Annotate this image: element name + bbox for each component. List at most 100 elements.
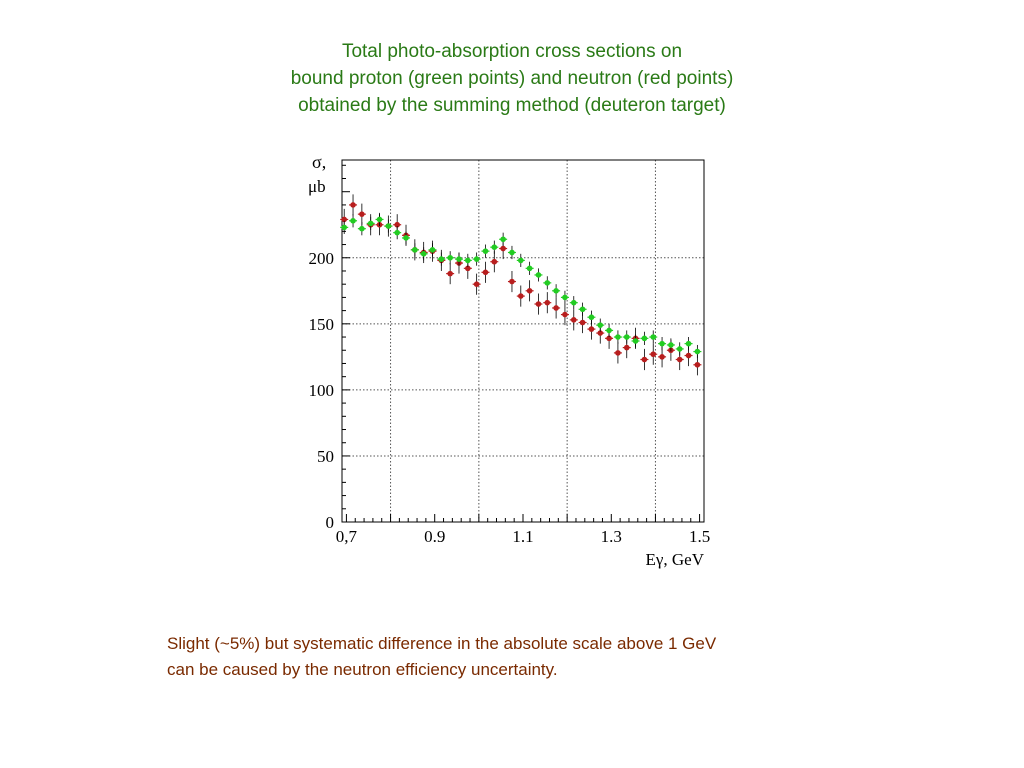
- x-tick-label: 1.3: [601, 527, 622, 546]
- proton-point: [491, 244, 498, 250]
- proton-point: [482, 248, 489, 254]
- neutron-point: [359, 211, 365, 217]
- neutron-point: [544, 299, 551, 306]
- neutron-point: [588, 326, 595, 332]
- proton-point: [438, 256, 445, 262]
- proton-point: [509, 249, 515, 256]
- neutron-point: [694, 361, 701, 368]
- proton-point: [615, 334, 621, 340]
- proton-point: [562, 294, 568, 301]
- neutron-point: [570, 317, 577, 323]
- x-tick-label: 1.1: [512, 527, 533, 546]
- neutron-point: [685, 352, 692, 359]
- neutron-point: [650, 351, 657, 358]
- neutron-point: [606, 335, 612, 342]
- proton-point: [570, 299, 577, 306]
- proton-point: [420, 251, 427, 257]
- proton-point: [385, 223, 392, 229]
- proton-point: [350, 217, 356, 224]
- y-tick-label: 50: [317, 447, 334, 466]
- neutron-point: [623, 344, 630, 351]
- neutron-point: [659, 354, 665, 360]
- neutron-point: [491, 258, 498, 265]
- y-tick-label: 200: [309, 249, 335, 268]
- proton-point: [403, 235, 409, 241]
- proton-point: [412, 247, 418, 253]
- proton-point: [650, 334, 657, 340]
- neutron-point: [597, 330, 604, 336]
- slide-caption: Slight (~5%) but systematic difference i…: [167, 631, 867, 683]
- y-tick-label: 150: [309, 315, 335, 334]
- proton-point: [429, 247, 436, 253]
- neutron-point: [341, 216, 348, 223]
- proton-point: [517, 257, 524, 264]
- neutron-point: [500, 245, 506, 252]
- proton-point: [500, 236, 506, 243]
- proton-point: [597, 322, 604, 328]
- proton-point: [465, 257, 471, 264]
- neutron-point: [447, 270, 453, 277]
- proton-series: [340, 212, 702, 359]
- proton-point: [659, 340, 665, 347]
- tick-labels: 0 50 100 150 200 0,7 0.9 1.1 1.3 1.5: [309, 249, 711, 546]
- y-axis-label-line-1: σ,: [312, 152, 326, 172]
- title-line-1: Total photo-absorption cross sections on: [341, 41, 683, 62]
- proton-point: [579, 306, 586, 313]
- proton-point: [341, 224, 348, 231]
- proton-point: [473, 256, 480, 262]
- neutron-point: [676, 356, 683, 363]
- proton-point: [588, 314, 595, 321]
- neutron-point: [394, 221, 400, 228]
- plot-frame: [341, 159, 705, 523]
- grid-lines: [342, 160, 704, 522]
- neutron-point: [517, 293, 524, 299]
- neutron-series: [340, 194, 702, 376]
- proton-point: [526, 265, 533, 272]
- y-axis-label-line-2: μb: [308, 177, 326, 196]
- neutron-point: [615, 350, 621, 356]
- axis-ticks: [342, 164, 701, 523]
- proton-point: [685, 340, 692, 347]
- proton-point: [641, 335, 648, 342]
- proton-point: [394, 229, 400, 236]
- proton-point: [535, 272, 542, 278]
- x-tick-label: 0,7: [336, 527, 358, 546]
- proton-point: [553, 287, 559, 294]
- proton-point: [632, 338, 639, 344]
- neutron-point: [562, 311, 568, 318]
- slide-title: Total photo-absorption cross sections on…: [0, 38, 1024, 119]
- y-tick-label: 0: [326, 513, 335, 532]
- caption-line-1: Slight (~5%) but systematic difference i…: [167, 634, 717, 653]
- proton-point: [359, 225, 365, 232]
- neutron-point: [526, 287, 533, 294]
- neutron-point: [509, 278, 515, 285]
- neutron-point: [641, 356, 648, 363]
- cross-section-chart: 0 50 100 150 200 0,7 0.9 1.1 1.3 1.5 σ, μb Eγ, Ge…: [290, 140, 730, 585]
- proton-point: [606, 327, 612, 334]
- title-line-3: obtained by the summing method (deuteron…: [298, 95, 726, 116]
- proton-point: [544, 280, 551, 286]
- neutron-point: [579, 319, 586, 326]
- neutron-point: [465, 265, 471, 272]
- proton-point: [668, 342, 674, 348]
- neutron-point: [473, 281, 480, 287]
- caption-line-2: can be caused by the neutron efficiency …: [167, 660, 558, 679]
- proton-point: [623, 334, 630, 340]
- proton-point: [694, 348, 701, 355]
- title-line-2: bound proton (green points) and neutron …: [290, 68, 734, 89]
- x-tick-label: 1.5: [689, 527, 710, 546]
- neutron-point: [482, 269, 489, 276]
- neutron-point: [535, 301, 542, 307]
- cross-section-plot: 0 50 100 150 200 0,7 0.9 1.1 1.3 1.5 σ, μb Eγ, Ge…: [308, 152, 711, 569]
- y-tick-label: 100: [309, 381, 335, 400]
- proton-point: [456, 256, 462, 262]
- neutron-point: [350, 202, 356, 208]
- proton-point: [447, 254, 453, 261]
- neutron-point: [553, 305, 559, 311]
- x-tick-label: 0.9: [424, 527, 445, 546]
- proton-point: [367, 220, 374, 227]
- proton-point: [376, 216, 383, 223]
- proton-point: [676, 346, 683, 352]
- x-axis-label: Eγ, GeV: [646, 550, 705, 569]
- data-series: [340, 194, 702, 376]
